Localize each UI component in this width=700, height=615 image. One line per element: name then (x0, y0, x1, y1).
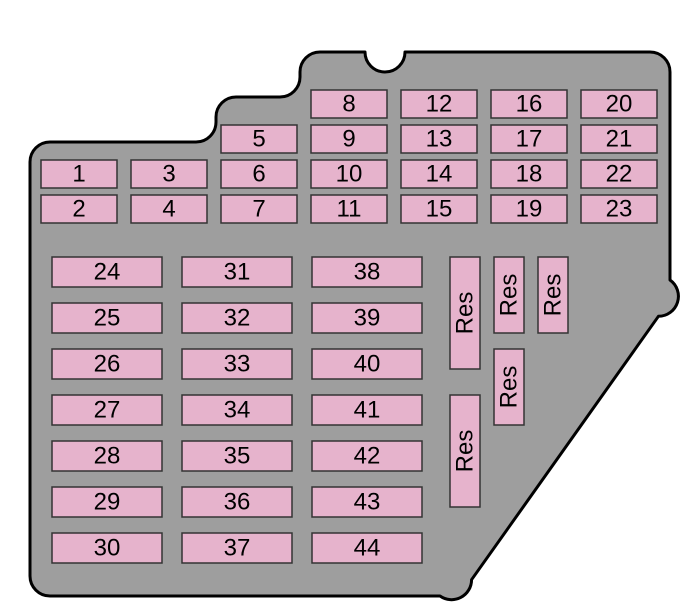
fuse-9: 9 (311, 125, 387, 153)
fuse-label: 32 (224, 305, 251, 332)
fuse-40: 40 (312, 349, 422, 379)
fuse-label: Res (496, 366, 523, 409)
fuse-24: 24 (52, 257, 162, 287)
fuse-22: 22 (581, 160, 657, 188)
fuse-label: 38 (354, 259, 381, 286)
fuse-label: 11 (337, 196, 362, 223)
fuse-label: 17 (516, 126, 543, 153)
fuse-label: 23 (606, 196, 633, 223)
fuse-label: 36 (224, 489, 251, 516)
fuse-label: 43 (354, 489, 381, 516)
fuse-label: 14 (426, 161, 453, 188)
fuse-39: 39 (312, 303, 422, 333)
fuse-25: 25 (52, 303, 162, 333)
fuse-label: 13 (426, 126, 453, 153)
fuse-43: 43 (312, 487, 422, 517)
fuse-4: 4 (131, 195, 207, 223)
fuse-8: 8 (311, 90, 387, 118)
fuse-38: 38 (312, 257, 422, 287)
fuse-6: 6 (221, 160, 297, 188)
fuse-label: 24 (94, 259, 121, 286)
fuse-26: 26 (52, 349, 162, 379)
fuse-res-2: Res (450, 395, 480, 507)
fuse-34: 34 (182, 395, 292, 425)
fuse-label: 39 (354, 305, 381, 332)
fuse-label: 2 (72, 196, 85, 223)
fuse-label: 25 (94, 305, 121, 332)
fuse-15: 15 (401, 195, 477, 223)
fuse-label: 35 (224, 443, 251, 470)
fuse-3: 3 (131, 160, 207, 188)
fuse-label: 22 (606, 161, 633, 188)
fuse-label: 9 (342, 126, 355, 153)
fuse-27: 27 (52, 395, 162, 425)
fuse-1: 1 (41, 160, 117, 188)
fuse-box-diagram: 1234567891011121314151617181920212223242… (0, 0, 700, 615)
fuse-label: 7 (252, 196, 265, 223)
fuse-20: 20 (581, 90, 657, 118)
fuse-35: 35 (182, 441, 292, 471)
fuse-label: 34 (224, 397, 251, 424)
fuse-29: 29 (52, 487, 162, 517)
fuse-label: Res (452, 292, 479, 335)
fuse-label: 31 (224, 259, 251, 286)
fuse-12: 12 (401, 90, 477, 118)
fuse-label: 27 (94, 397, 121, 424)
fuse-label: 12 (426, 91, 453, 118)
fuse-17: 17 (491, 125, 567, 153)
fuse-label: 18 (516, 161, 543, 188)
fuse-label: 28 (94, 443, 121, 470)
fuse-18: 18 (491, 160, 567, 188)
fuse-19: 19 (491, 195, 567, 223)
fuse-16: 16 (491, 90, 567, 118)
fuse-label: 21 (606, 126, 633, 153)
fuse-13: 13 (401, 125, 477, 153)
fuse-42: 42 (312, 441, 422, 471)
fuse-33: 33 (182, 349, 292, 379)
fuse-label: 44 (354, 535, 381, 562)
fuse-7: 7 (221, 195, 297, 223)
fuse-res-3: Res (494, 257, 524, 333)
fuse-2: 2 (41, 195, 117, 223)
fuse-21: 21 (581, 125, 657, 153)
fuse-28: 28 (52, 441, 162, 471)
fuse-label: 19 (516, 196, 543, 223)
fuse-36: 36 (182, 487, 292, 517)
fuse-41: 41 (312, 395, 422, 425)
fuse-label: 30 (94, 535, 121, 562)
fuse-res-4: Res (494, 349, 524, 425)
fuse-label: 15 (426, 196, 453, 223)
fuse-label: 37 (224, 535, 251, 562)
fuse-res-5: Res (538, 257, 568, 333)
fuse-32: 32 (182, 303, 292, 333)
fuse-label: 33 (224, 351, 251, 378)
fuse-label: 4 (162, 196, 175, 223)
fuse-31: 31 (182, 257, 292, 287)
fuse-label: Res (452, 430, 479, 473)
fuse-5: 5 (221, 125, 297, 153)
fuse-label: 6 (252, 161, 265, 188)
fuse-label: 26 (94, 351, 121, 378)
fuse-23: 23 (581, 195, 657, 223)
fuse-30: 30 (52, 533, 162, 563)
fuse-label: 20 (606, 91, 633, 118)
fuse-14: 14 (401, 160, 477, 188)
fuse-label: 10 (336, 161, 363, 188)
fuse-44: 44 (312, 533, 422, 563)
fuse-11: 11 (311, 195, 387, 223)
fuse-label: 42 (354, 443, 381, 470)
fuse-label: 29 (94, 489, 121, 516)
fuse-label: 41 (354, 397, 381, 424)
fuse-label: 16 (516, 91, 543, 118)
fuse-res-1: Res (450, 257, 480, 369)
fuse-label: 1 (72, 161, 85, 188)
fuse-label: Res (496, 274, 523, 317)
fuse-37: 37 (182, 533, 292, 563)
fuse-label: Res (540, 274, 567, 317)
fuse-label: 3 (162, 161, 175, 188)
fuse-10: 10 (311, 160, 387, 188)
fuse-label: 8 (342, 91, 355, 118)
fuse-label: 40 (354, 351, 381, 378)
fuse-label: 5 (252, 126, 265, 153)
